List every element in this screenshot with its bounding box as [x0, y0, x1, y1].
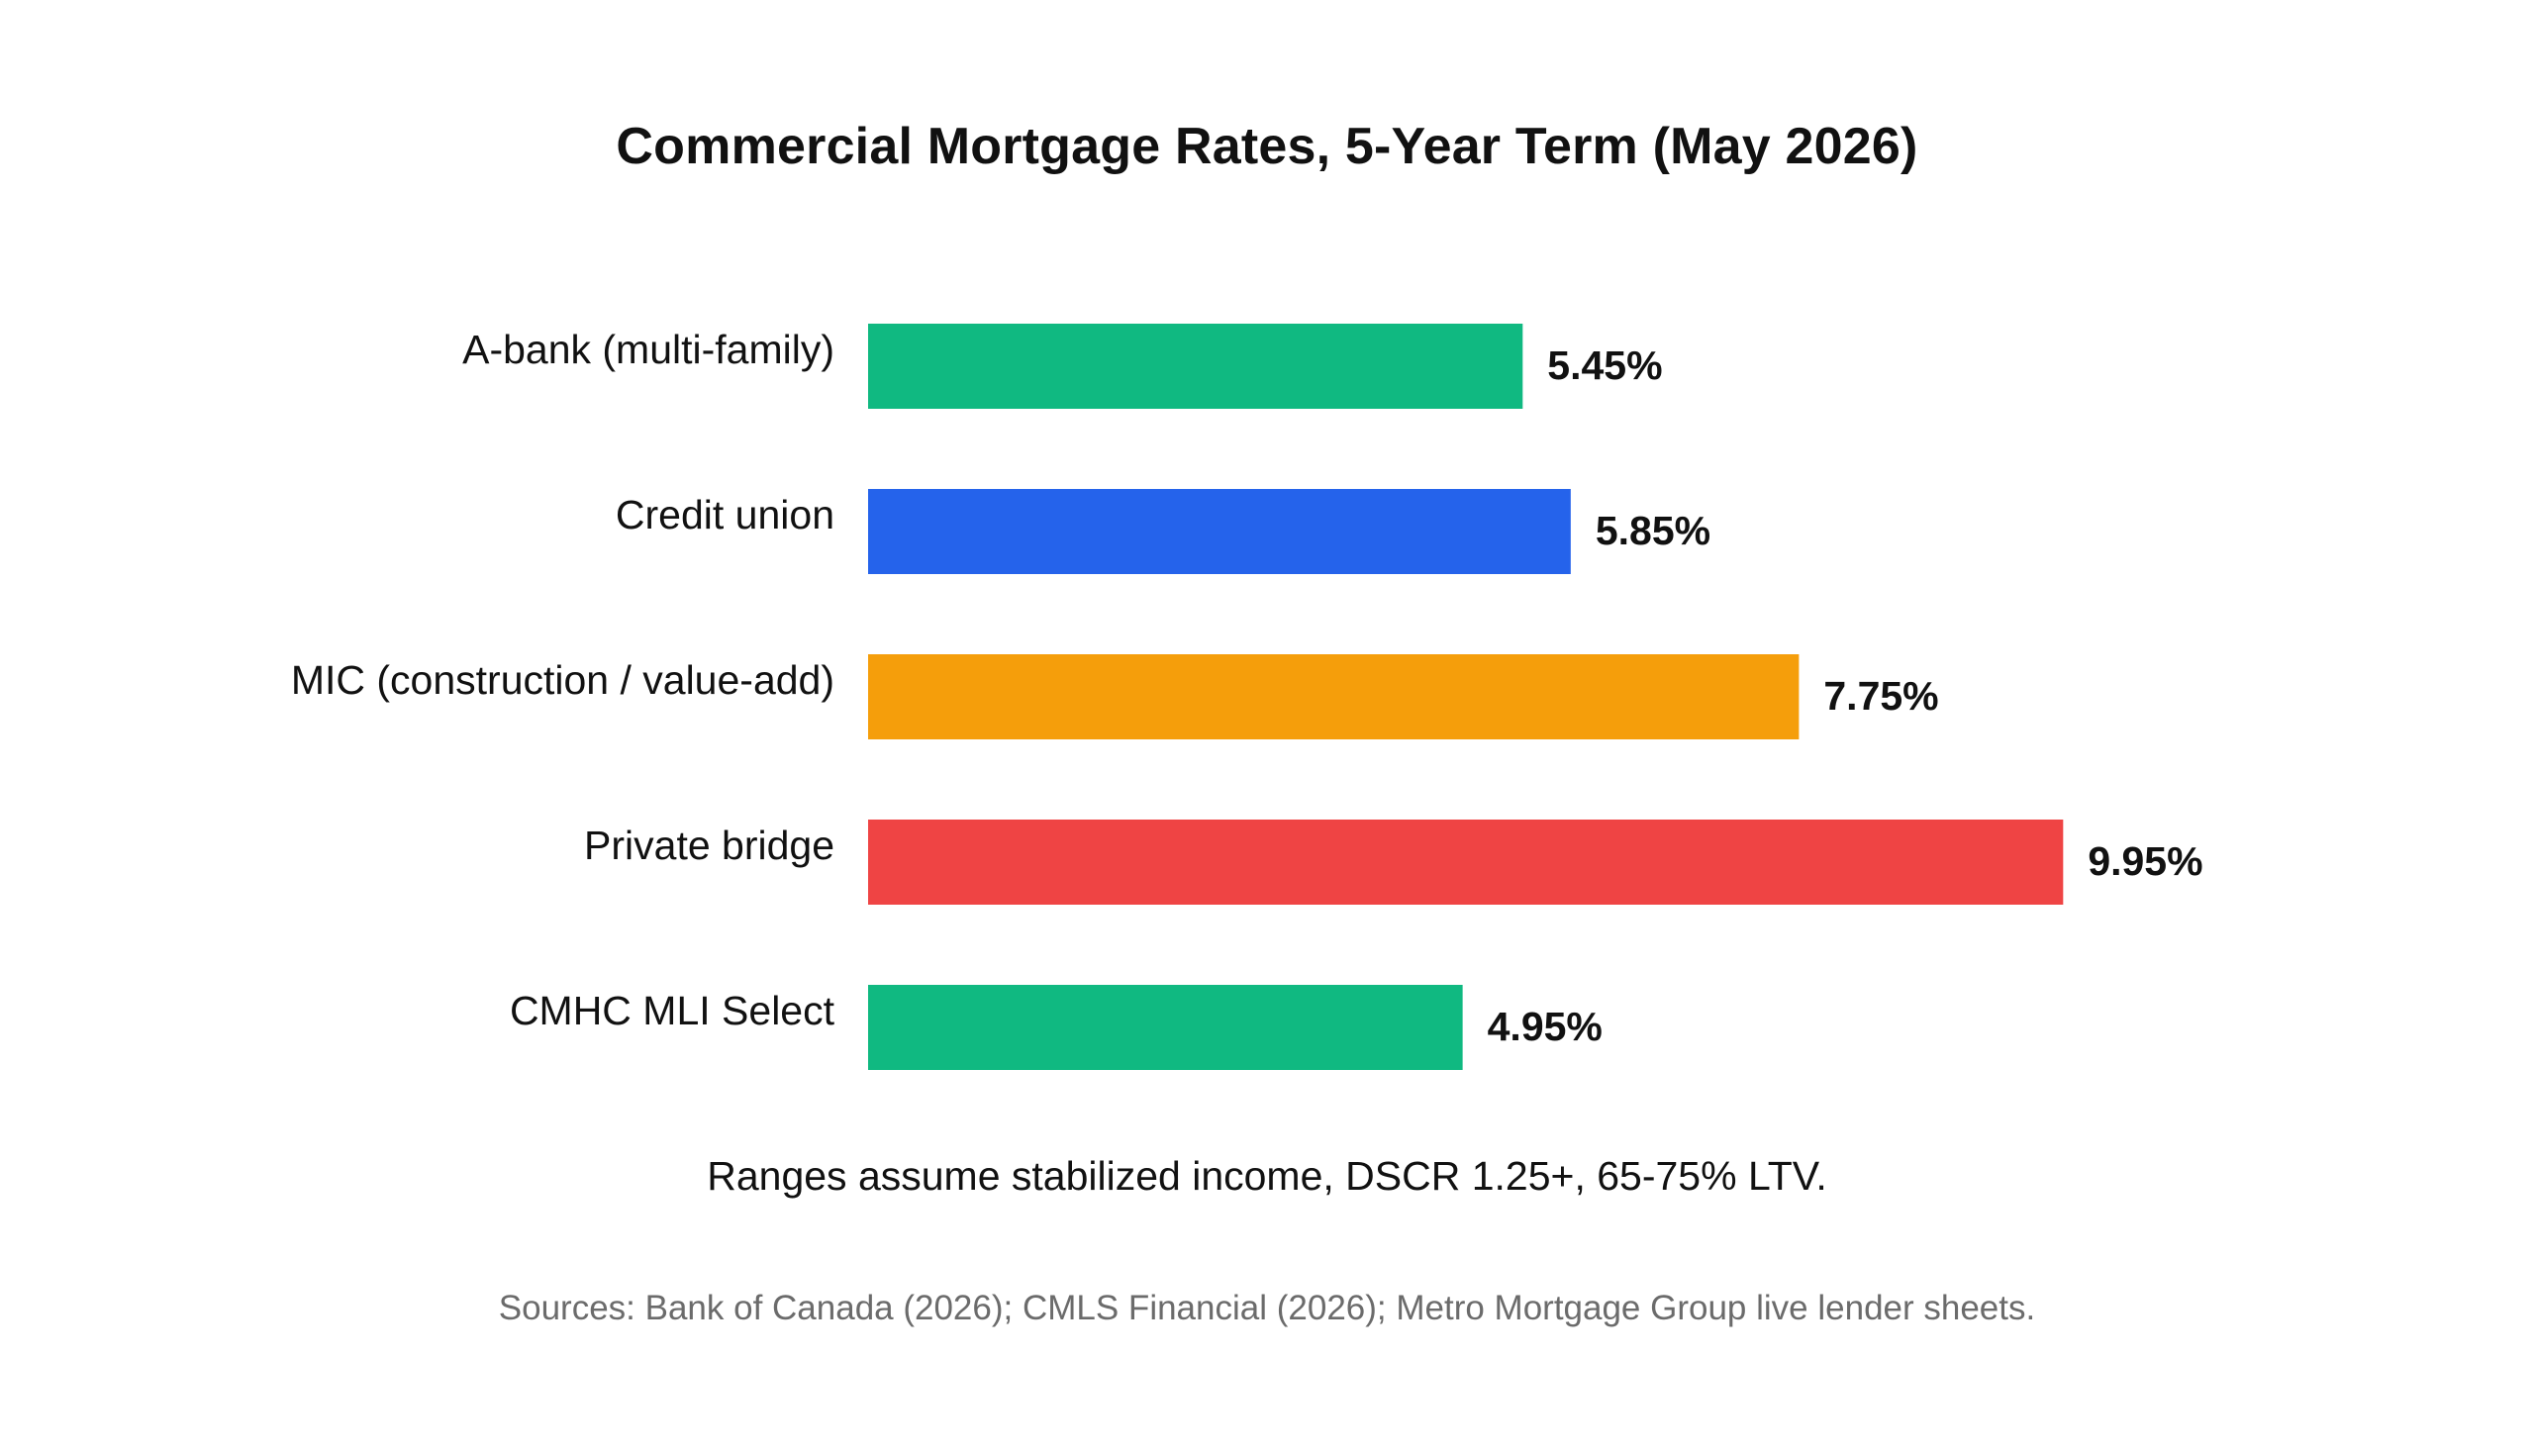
value-label: 4.95%	[1488, 1004, 1603, 1049]
chart-title: Commercial Mortgage Rates, 5-Year Term (…	[616, 118, 1918, 175]
category-label: MIC (construction / value-add)	[291, 657, 834, 703]
value-label: 5.85%	[1596, 508, 1710, 553]
bar	[868, 654, 1800, 739]
value-label: 9.95%	[2088, 838, 2202, 884]
bar	[868, 820, 2064, 905]
bar	[868, 324, 1523, 409]
category-label: Credit union	[616, 492, 834, 537]
chart-source: Sources: Bank of Canada (2026); CMLS Fin…	[498, 1289, 2036, 1327]
bar	[868, 489, 1571, 574]
value-label: 5.45%	[1547, 342, 1662, 388]
category-label: Private bridge	[584, 823, 834, 868]
value-label: 7.75%	[1823, 673, 1938, 719]
bar	[868, 985, 1463, 1070]
chart-subtitle: Ranges assume stabilized income, DSCR 1.…	[707, 1153, 1827, 1199]
category-label: CMHC MLI Select	[510, 988, 835, 1033]
category-label: A-bank (multi-family)	[462, 327, 834, 372]
